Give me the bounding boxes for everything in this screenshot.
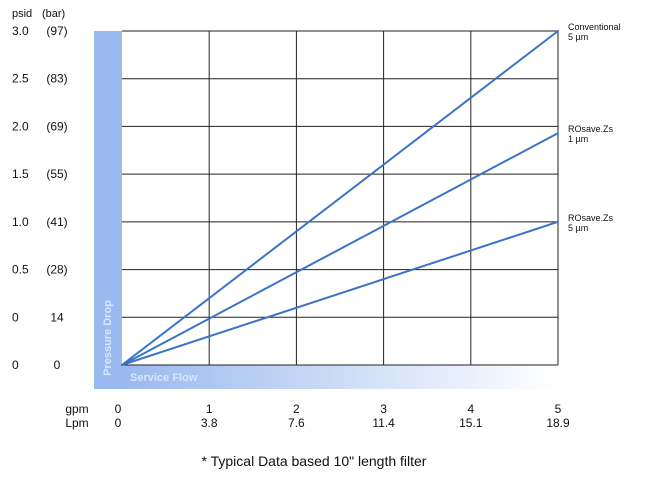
y-tick-label-psid: 0 — [12, 310, 19, 324]
series-label: ROsave.Zs — [568, 124, 614, 134]
y-header-psid: psid — [12, 8, 32, 20]
x-tick-label-gpm: 2 — [293, 402, 300, 416]
x-tick-label-lpm: 18.9 — [546, 416, 570, 430]
series-label: 5 µm — [568, 32, 588, 42]
series-line — [121, 30, 559, 366]
y-tick-label-bar: (41) — [46, 215, 67, 229]
y-tick-label-bar: 0 — [54, 358, 61, 372]
series-line — [121, 220, 559, 366]
grid-lines — [122, 30, 559, 366]
x-tick-label-lpm: 7.6 — [288, 416, 305, 430]
x-axis-band-label: Service Flow — [130, 372, 198, 384]
y-tick-label-bar: (69) — [46, 119, 67, 133]
series-label: Conventional — [568, 22, 621, 32]
y-tick-label-psid: 0 — [12, 358, 19, 372]
x-tick-label-gpm: 3 — [380, 402, 387, 416]
x-tick-label-lpm: 11.4 — [372, 416, 395, 430]
y-tick-label-bar: (28) — [46, 263, 67, 277]
y-tick-label-bar: 14 — [50, 310, 64, 324]
y-tick-label-psid: 1.5 — [12, 167, 29, 181]
series-line — [121, 132, 559, 366]
series-label: ROsave.Zs — [568, 213, 614, 223]
series-label: 5 µm — [568, 223, 588, 233]
y-tick-label-psid: 0.5 — [12, 263, 29, 277]
x-tick-label-gpm: 5 — [555, 402, 562, 416]
y-tick-label-psid: 2.5 — [12, 72, 29, 86]
y-header-bar: (bar) — [42, 8, 65, 20]
x-header-gpm: gpm — [65, 402, 88, 416]
y-tick-label-psid: 2.0 — [12, 119, 29, 133]
y-tick-label-bar: (97) — [46, 24, 67, 38]
footnote: * Typical Data based 10" length filter — [202, 453, 427, 469]
y-tick-label-bar: (83) — [46, 72, 67, 86]
x-tick-label-gpm: 0 — [115, 402, 122, 416]
y-tick-label-psid: 3.0 — [12, 24, 29, 38]
x-axis-band — [122, 365, 558, 389]
x-tick-label-gpm: 4 — [467, 402, 474, 416]
x-tick-label-lpm: 15.1 — [459, 416, 483, 430]
y-tick-label-psid: 1.0 — [12, 215, 29, 229]
x-tick-label-lpm: 0 — [115, 416, 122, 430]
x-tick-label-lpm: 3.8 — [201, 416, 218, 430]
y-tick-label-bar: (55) — [46, 167, 67, 181]
series-label: 1 µm — [568, 134, 588, 144]
x-tick-label-gpm: 1 — [206, 402, 213, 416]
y-axis-band — [94, 31, 122, 389]
y-axis-band-label: Pressure Drop — [102, 300, 114, 376]
x-header-lpm: Lpm — [65, 416, 88, 430]
